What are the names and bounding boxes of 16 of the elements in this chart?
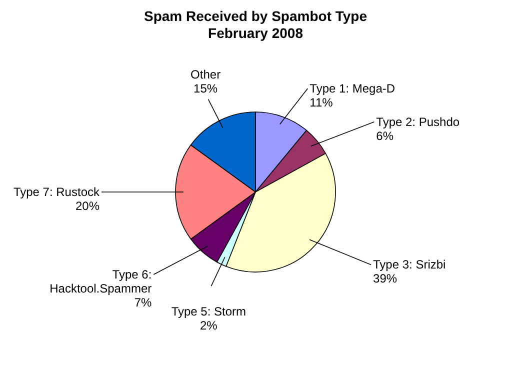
data-label: 39%	[373, 272, 398, 286]
slice-label: Type 7: Rustock	[13, 185, 100, 199]
slice-label: Other	[190, 67, 221, 82]
slice-label: Type 5: Storm	[171, 304, 246, 318]
data-label: 6%	[376, 128, 394, 143]
slice-label: Type 6: Hacktool.Spammer	[50, 268, 152, 296]
data-label: 15%	[194, 81, 218, 96]
data-label: 7%	[134, 296, 152, 310]
chart-title: Spam Received by Spambot Type	[144, 8, 368, 24]
data-label: 20%	[75, 199, 100, 213]
data-label: 2%	[200, 318, 218, 332]
data-label: 11%	[310, 96, 334, 110]
slice-label: Type 3: Srizbi	[373, 258, 446, 272]
slice-label: Type 1: Mega-D	[310, 82, 396, 96]
slice-label: Type 2: Pushdo	[376, 114, 460, 129]
chart-subtitle: February 2008	[208, 25, 304, 41]
